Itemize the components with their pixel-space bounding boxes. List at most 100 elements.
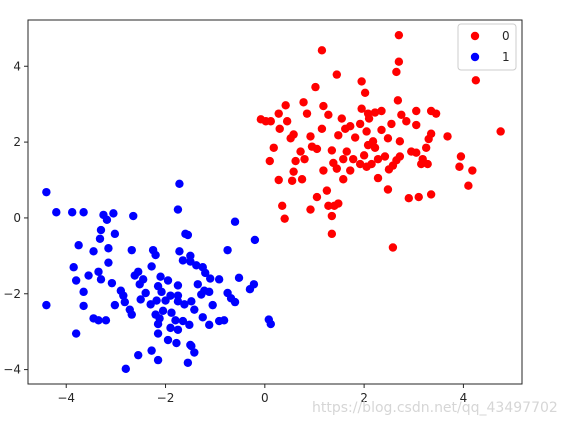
series-0-point-92: [339, 175, 348, 184]
x-tick-label: 0: [261, 391, 269, 405]
series-0-point-69: [265, 156, 274, 166]
series-0-point-59: [327, 146, 337, 155]
x-tick-label: 2: [360, 391, 368, 405]
watermark-text: https://blog.csdn.net/qq_43497702: [312, 400, 558, 416]
series-1-point-73: [152, 296, 161, 305]
series-1-point-101: [153, 329, 163, 338]
series-1-point-56: [119, 291, 128, 300]
series-0-point-17: [302, 109, 312, 118]
series-0-point-14: [377, 106, 386, 116]
series-1-point-47: [173, 281, 183, 290]
series-1-point-111: [121, 364, 131, 374]
series-0-point-90: [287, 176, 297, 185]
series-1-point-32: [71, 276, 81, 285]
series-0-point-68: [380, 152, 390, 161]
series-1-point-30: [69, 263, 78, 272]
series-0-point-88: [384, 165, 394, 174]
series-0-point-70: [291, 156, 300, 166]
series-0-point-32: [387, 119, 396, 129]
series-0-point-39: [317, 124, 327, 134]
series-1-point-72: [146, 300, 155, 309]
series-1-point-20: [74, 241, 83, 250]
series-0-point-105: [327, 211, 337, 221]
series-1-point-28: [104, 258, 113, 267]
series-0-point-19: [397, 110, 406, 119]
series-1-point-48: [206, 274, 215, 283]
series-1-point-46: [163, 276, 173, 285]
series-0-point-45: [334, 131, 343, 140]
series-0-point-38: [286, 134, 295, 143]
series-0-point-20: [402, 117, 411, 126]
series-0-point-100: [312, 192, 322, 202]
series-0-point-49: [424, 134, 433, 144]
series-0-point-28: [364, 114, 374, 123]
series-0-point-54: [395, 137, 405, 146]
series-0-point-87: [362, 162, 371, 171]
series-1-point-7: [52, 208, 61, 217]
series-1-point-10: [230, 217, 240, 226]
series-1-point-9: [173, 205, 183, 214]
series-0-point-109: [388, 243, 398, 252]
series-0-point-24: [274, 109, 283, 118]
series-1-point-107: [147, 346, 156, 355]
series-0-point-53: [342, 147, 351, 156]
series-0-point-21: [357, 104, 366, 113]
legend-marker-0: [470, 31, 480, 41]
series-1-point-75: [173, 297, 183, 306]
series-0-point-40: [306, 132, 315, 141]
series-1-point-87: [171, 316, 180, 325]
series-1-point-85: [94, 316, 103, 325]
series-1-point-58: [157, 287, 166, 297]
series-1-point-77: [190, 305, 199, 314]
series-0-point-86: [346, 166, 355, 175]
series-0-point-50: [412, 120, 421, 130]
series-1-point-29: [94, 267, 103, 276]
series-1-point-86: [101, 316, 111, 325]
series-1-point-51: [193, 280, 202, 289]
series-0-point-89: [274, 175, 283, 185]
series-1-point-34: [147, 262, 156, 271]
series-0-point-102: [324, 201, 333, 210]
series-1-point-0: [175, 179, 184, 188]
series-1-point-93: [166, 323, 175, 333]
series-0-point-94: [373, 173, 383, 183]
series-1-point-102: [163, 335, 173, 345]
series-1-point-42: [96, 275, 106, 284]
y-axis: −4 −2 0 2 4: [3, 59, 28, 377]
legend-marker-1: [470, 52, 480, 62]
plot-area-frame: [27, 19, 523, 385]
series-0-point-8: [360, 88, 370, 98]
series-0-point-41: [377, 125, 386, 135]
series-1-point-81: [167, 308, 176, 317]
series-1-point-2: [109, 209, 118, 218]
series-1-point-39: [130, 271, 139, 280]
series-1-point-67: [42, 300, 51, 310]
series-0-point-75: [373, 154, 383, 164]
series-0-point-74: [355, 159, 365, 169]
series-0-point-55: [421, 143, 431, 152]
series-0-point-30: [346, 121, 355, 131]
series-1-point-74: [161, 296, 170, 305]
series-1-point-106: [190, 348, 199, 357]
series-0-point-36: [275, 124, 284, 134]
series-0-point-35: [282, 117, 292, 126]
series-1-point-4: [102, 215, 112, 225]
series-1-point-17: [181, 229, 190, 239]
series-0-point-61: [370, 143, 380, 152]
series-1-point-26: [186, 257, 195, 266]
series-1-point-49: [214, 275, 224, 284]
y-tick-label: 2: [13, 135, 21, 149]
series-1-point-61: [197, 290, 206, 299]
series-0-point-79: [423, 159, 432, 169]
legend: 01: [457, 23, 517, 71]
series-1-point-6: [79, 208, 88, 217]
series-0-point-16: [431, 109, 441, 118]
series-0-point-107: [280, 214, 289, 223]
series-0-point-13: [412, 106, 421, 116]
series-0-point-95: [464, 181, 473, 190]
series-0-point-4: [471, 76, 481, 85]
series-0-point-43: [443, 132, 452, 141]
x-tick-label: 4: [460, 391, 468, 405]
series-1-point-90: [198, 313, 207, 322]
